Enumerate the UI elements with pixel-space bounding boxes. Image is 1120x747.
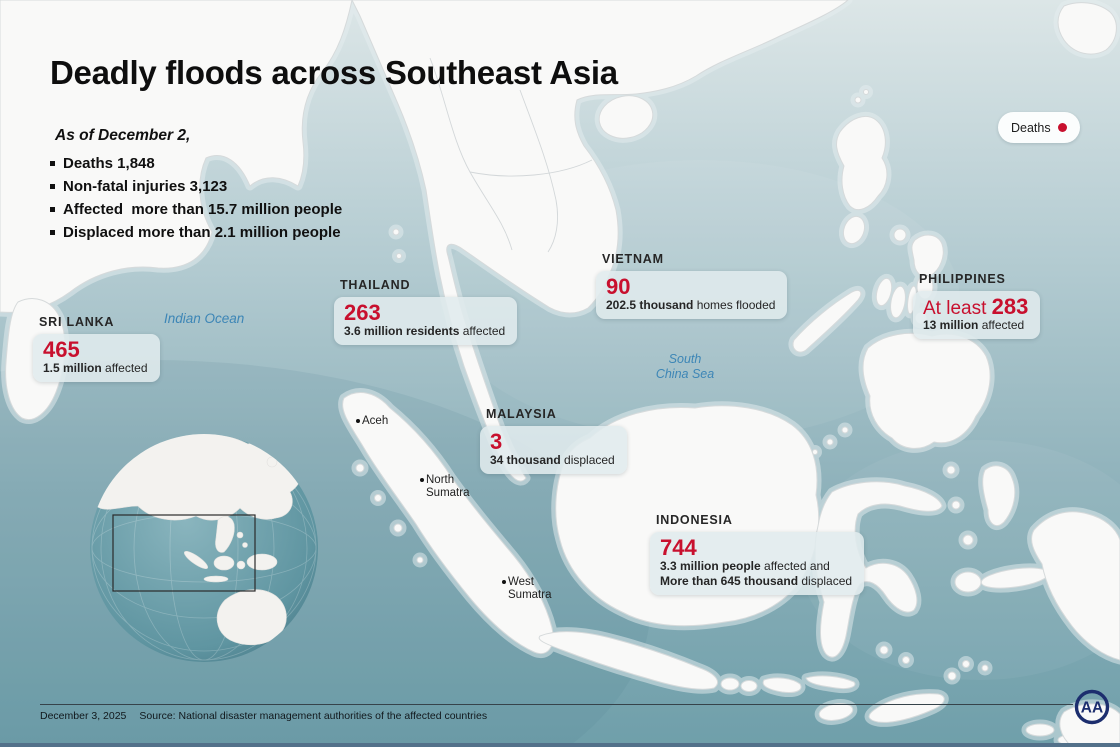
- place-label-west-sumatra: West Sumatra: [502, 576, 551, 602]
- deaths-count: At least 283: [923, 294, 1029, 319]
- legend-label: Deaths: [1011, 120, 1051, 135]
- footer-divider: [40, 704, 1073, 706]
- deaths-count: 465: [43, 337, 80, 362]
- callout-philippines: PHILIPPINES At least 283 13 million affe…: [913, 272, 1041, 340]
- as-of-date: As of December 2,: [55, 127, 191, 144]
- deaths-count: 3: [490, 429, 503, 454]
- country-name: PHILIPPINES: [919, 272, 1006, 286]
- stat-detail: 3.6 million residents affected: [344, 324, 506, 339]
- summary-item-label: Displaced more than 2.1 million people: [63, 224, 341, 241]
- stat-box: 90 202.5 thousand homes flooded: [596, 271, 788, 320]
- bottom-border-band: [0, 743, 1120, 747]
- stat-box: 465 1.5 million affected: [33, 334, 160, 383]
- footer: December 3, 2025 Source: National disaste…: [40, 710, 487, 722]
- stat-detail: 34 thousand displaced: [490, 453, 615, 468]
- callout-malaysia: MALAYSIA 3 34 thousand displaced: [480, 407, 627, 475]
- deaths-prefix: At least: [923, 298, 992, 319]
- deaths-count: 263: [344, 300, 381, 325]
- stat-detail: 1.5 million affected: [43, 361, 148, 376]
- square-bullet-icon: [50, 230, 55, 235]
- place-dot-icon: [356, 419, 360, 423]
- footer-source: Source: National disaster management aut…: [139, 710, 488, 722]
- summary-item-label: Deaths 1,848: [63, 155, 155, 172]
- summary-item: Affected more than 15.7 million people: [50, 198, 342, 221]
- callout-vietnam: VIETNAM 90 202.5 thousand homes flooded: [596, 252, 788, 320]
- deaths-count: 90: [606, 274, 631, 299]
- stat-box: At least 283 13 million affected: [913, 291, 1041, 340]
- logo-text: AA: [1081, 700, 1103, 717]
- red-dot-icon: [1057, 123, 1067, 132]
- square-bullet-icon: [50, 207, 55, 212]
- stat-box: 3 34 thousand displaced: [480, 426, 627, 475]
- summary-item-label: Affected more than 15.7 million people: [63, 201, 343, 218]
- indian-ocean-label: Indian Ocean: [164, 311, 245, 326]
- summary-item: Displaced more than 2.1 million people: [50, 221, 342, 244]
- callout-sri-lanka: SRI LANKA 465 1.5 million affected: [33, 315, 160, 383]
- anadolu-agency-logo: AA: [1074, 689, 1110, 725]
- deaths-count: 744: [660, 535, 697, 560]
- page-title: Deadly floods across Southeast Asia: [50, 54, 618, 91]
- stat-detail: 202.5 thousand homes flooded: [606, 298, 776, 313]
- globe-inset: [90, 434, 318, 662]
- footer-date: December 3, 2025: [40, 710, 127, 722]
- square-bullet-icon: [50, 184, 55, 189]
- summary-item: Deaths 1,848: [50, 152, 342, 175]
- callout-thailand: THAILAND 263 3.6 million residents affec…: [334, 278, 518, 346]
- country-name: MALAYSIA: [486, 407, 557, 421]
- south-china-sea-label: South China Sea: [630, 352, 740, 382]
- country-name: THAILAND: [340, 278, 411, 292]
- stat-detail: 13 million affected: [923, 318, 1025, 333]
- sea-label-line: South: [668, 352, 702, 366]
- place-dot-icon: [420, 478, 424, 482]
- callout-indonesia: INDONESIA 744 3.3 million people affecte…: [650, 513, 865, 596]
- globe-region-rectangle: [112, 514, 256, 592]
- stat-detail: More than 645 thousand displaced: [660, 574, 853, 589]
- place-label-aceh: Aceh: [356, 415, 388, 428]
- sea-label-line: China Sea: [655, 367, 715, 381]
- place-label-north-sumatra: North Sumatra: [420, 474, 469, 500]
- stat-box: 263 3.6 million residents affected: [334, 297, 518, 346]
- deaths-legend: Deaths: [998, 112, 1080, 143]
- summary-item-label: Non-fatal injuries 3,123: [63, 178, 228, 195]
- summary-item: Non-fatal injuries 3,123: [50, 175, 342, 198]
- stat-box: 744 3.3 million people affected and More…: [650, 532, 865, 596]
- stat-detail: 3.3 million people affected and: [660, 559, 830, 574]
- country-name: VIETNAM: [602, 252, 664, 266]
- summary-block: As of December 2, Deaths 1,848 Non-fatal…: [50, 127, 342, 244]
- country-name: SRI LANKA: [39, 315, 115, 329]
- country-name: INDONESIA: [656, 513, 733, 527]
- square-bullet-icon: [50, 161, 55, 166]
- place-dot-icon: [502, 580, 506, 584]
